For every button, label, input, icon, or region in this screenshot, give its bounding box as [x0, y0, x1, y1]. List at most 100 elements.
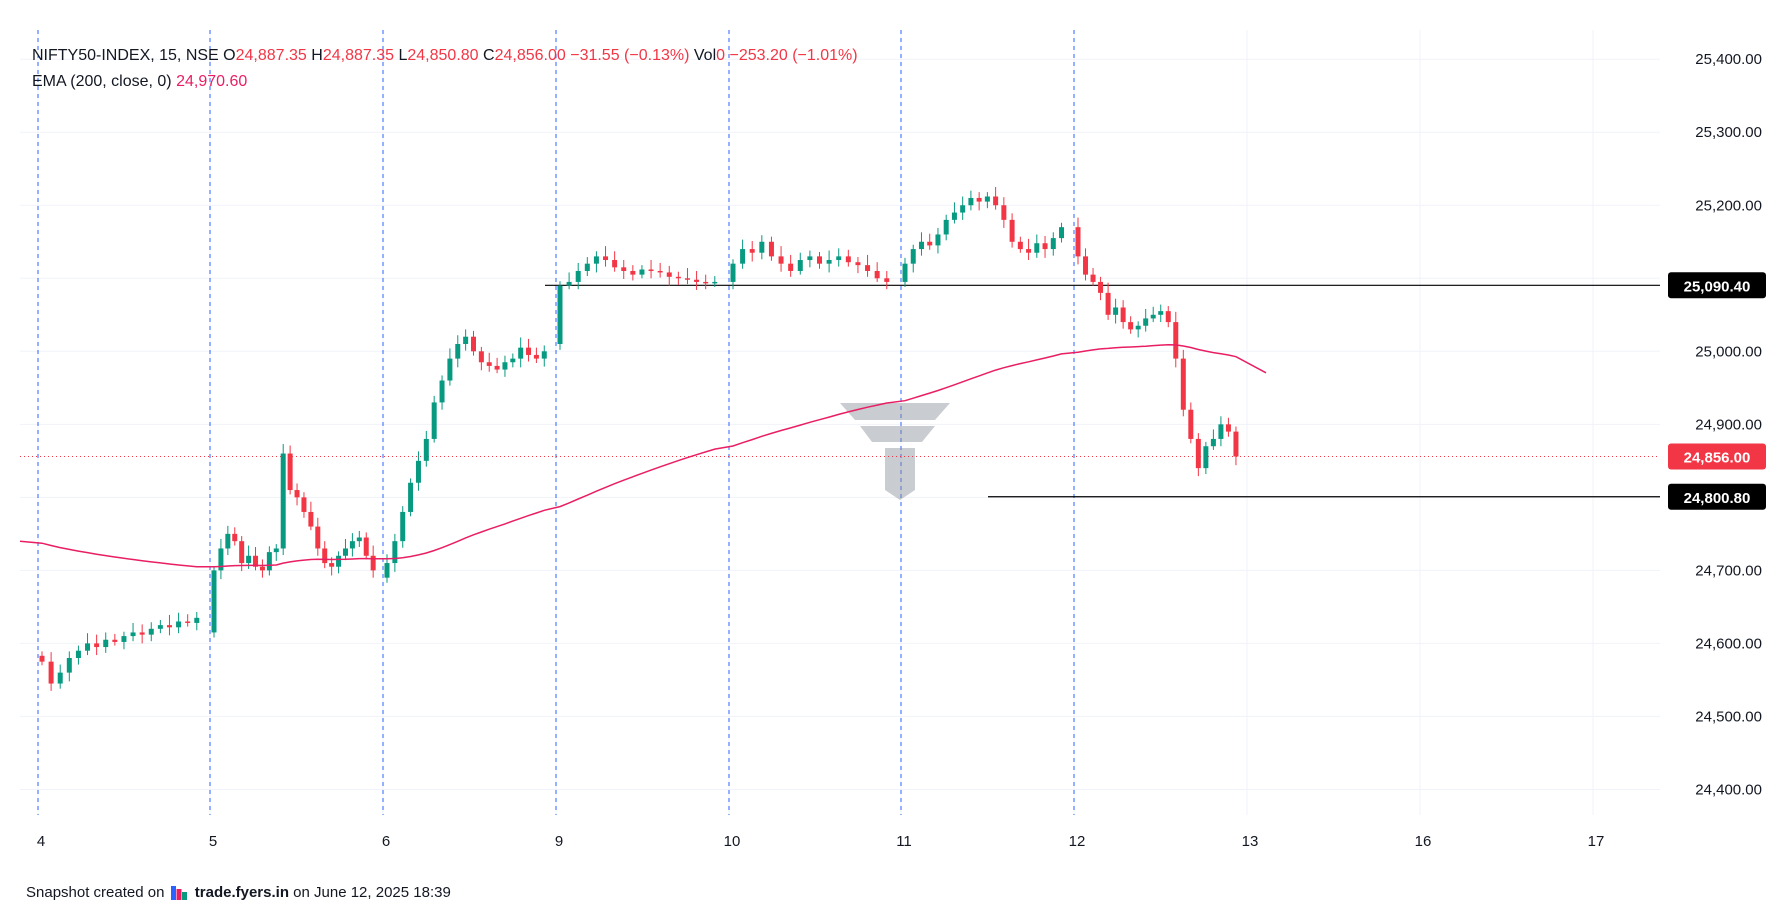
open-label: O: [223, 47, 236, 64]
time-axis[interactable]: 4 5 6 9 10 11 12 13 16 17: [37, 833, 1605, 850]
change-value: −31.55 (−0.13%): [570, 47, 690, 64]
price-tick-label: 25,300.00: [1695, 124, 1762, 141]
candle-body: [1143, 318, 1149, 326]
candle: [1188, 402, 1194, 444]
ema-200-line[interactable]: [19, 343, 1267, 568]
candle: [408, 478, 414, 517]
candle: [94, 634, 100, 656]
candle: [57, 664, 63, 689]
candle: [211, 565, 217, 638]
candle: [363, 532, 369, 560]
time-tick-label: 11: [896, 833, 912, 850]
candle-body: [666, 272, 672, 277]
candle-body: [518, 347, 524, 359]
candle-body: [336, 555, 342, 567]
candle: [797, 252, 803, 275]
fyers-watermark-logo: [840, 403, 950, 500]
candle-body: [1128, 322, 1134, 330]
snapshot-footer: Snapshot created on trade.fyers.in on Ju…: [26, 884, 451, 901]
current-price-tag: 24,856.00: [1668, 443, 1766, 470]
candle: [1001, 197, 1007, 228]
candle: [927, 233, 933, 250]
candle-body: [749, 249, 755, 253]
candle-body: [1083, 256, 1089, 275]
candle-body: [768, 241, 774, 257]
candle-body: [85, 643, 91, 651]
time-tick-label: 10: [724, 833, 741, 850]
candle: [463, 329, 469, 351]
candle-body: [855, 262, 861, 266]
candle: [533, 347, 539, 363]
candle: [826, 250, 832, 273]
candle-body: [342, 548, 348, 556]
time-tick-label: 5: [209, 833, 217, 850]
candle-body: [788, 263, 794, 271]
horizontal-level-lines[interactable]: [20, 284, 1660, 498]
close-label: C: [483, 47, 495, 64]
candle-body: [502, 362, 508, 370]
candle-body: [927, 241, 933, 246]
candle: [584, 257, 590, 277]
candle-body: [703, 281, 709, 284]
candle: [253, 547, 259, 571]
candle: [730, 259, 736, 290]
candle-body: [797, 260, 803, 271]
close-value: 24,856.00: [494, 47, 566, 64]
low-label: L: [398, 47, 408, 64]
candle-body: [1135, 325, 1141, 330]
candle-body: [148, 628, 154, 635]
candle-body: [759, 241, 765, 253]
candle-body: [301, 497, 307, 512]
candle-body: [935, 234, 941, 246]
candle: [712, 276, 718, 288]
candle: [593, 251, 599, 273]
candle-body: [807, 256, 813, 261]
candle-body: [557, 285, 563, 344]
candle-body: [684, 278, 690, 280]
candle: [349, 533, 355, 557]
candle-body: [510, 358, 516, 363]
candle: [478, 346, 484, 371]
candle: [984, 192, 990, 209]
price-axis[interactable]: 24,400.0024,500.0024,600.0024,700.0024,8…: [1695, 51, 1762, 798]
ohlc-legend[interactable]: NIFTY50-INDEX, 15, NSE O24,887.35 H24,88…: [32, 46, 858, 66]
price-tick-label: 24,600.00: [1695, 635, 1762, 652]
candle-body: [712, 281, 718, 284]
candle-body: [639, 269, 645, 275]
candle-body: [439, 380, 445, 403]
candle: [1042, 235, 1048, 258]
candle-body: [66, 658, 72, 673]
candle-body: [740, 249, 746, 264]
candle-body: [603, 256, 609, 261]
candle: [266, 546, 272, 576]
candle-body: [1001, 205, 1007, 220]
candle: [836, 248, 842, 267]
candle: [392, 533, 398, 572]
candle-body: [1188, 409, 1194, 439]
candle: [455, 335, 461, 368]
ema-legend[interactable]: EMA (200, close, 0) 24,970.60: [32, 72, 247, 92]
time-tick-label: 12: [1069, 833, 1086, 850]
candle-body: [166, 625, 172, 628]
candle: [621, 260, 627, 280]
candle: [768, 236, 774, 261]
candle: [1017, 236, 1023, 253]
candle: [329, 557, 335, 576]
candle: [526, 338, 532, 362]
high-label: H: [311, 47, 323, 64]
candles[interactable]: [39, 187, 1239, 691]
candle: [166, 614, 172, 636]
level-price-tag-0-text: 25,090.40: [1684, 278, 1751, 295]
candle-body: [1165, 311, 1171, 323]
candle-body: [218, 548, 224, 571]
candle-body: [57, 672, 63, 684]
candle: [273, 544, 279, 561]
candle: [1128, 316, 1134, 334]
candle-body: [976, 197, 982, 202]
candle: [85, 633, 91, 656]
candle: [749, 241, 755, 262]
candle-body: [349, 541, 355, 549]
candle-body: [322, 548, 328, 564]
footer-site[interactable]: trade.fyers.in: [194, 884, 289, 901]
